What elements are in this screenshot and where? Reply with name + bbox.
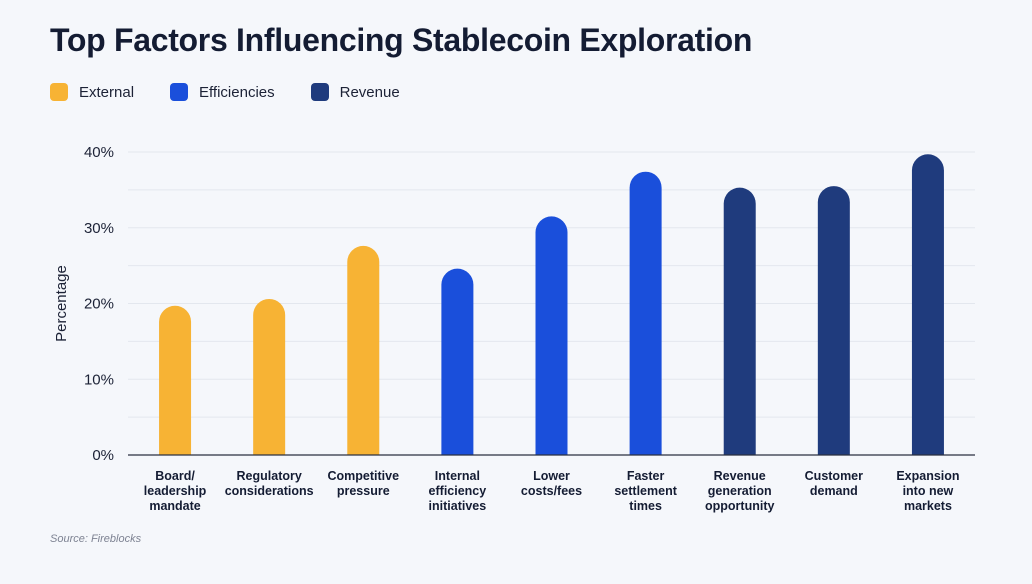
x-tick-label: Internal efficiency initiatives	[429, 469, 487, 513]
y-tick-label: 20%	[84, 296, 114, 313]
bar	[441, 268, 474, 455]
legend-item-revenue: Revenue	[310, 83, 400, 101]
bar	[629, 171, 662, 455]
bar	[911, 154, 944, 455]
bar	[535, 216, 568, 455]
x-axis-category-labels: Board/leadership mandate Regulatory conside…	[144, 469, 960, 513]
y-axis-label: Percentage	[53, 265, 70, 342]
x-tick-label: Board/leadership mandate	[144, 469, 207, 513]
bar	[723, 187, 756, 456]
bar	[253, 298, 286, 455]
bars	[159, 154, 944, 456]
legend-swatch-revenue	[310, 83, 329, 101]
x-tick-label: Faster settlement times	[614, 469, 677, 513]
legend-label-revenue: Revenue	[339, 83, 400, 101]
legend-swatch-external	[50, 83, 68, 101]
legend-swatch-efficiencies	[170, 83, 189, 101]
x-tick-label: Regulatory considerations	[225, 469, 314, 498]
legend-label-external: External	[79, 83, 135, 101]
legend-label-efficiencies: Efficiencies	[199, 83, 275, 101]
x-tick-label: Customer demand	[805, 469, 863, 498]
x-tick-label: Lower costs/fees	[521, 469, 582, 498]
x-tick-label: Expansion into new markets	[896, 469, 959, 513]
x-tick-label: Revenue generation opportunity	[705, 469, 774, 513]
x-tick-label: Competitive pressure	[328, 469, 400, 498]
chart-title: Top Factors Influencing Stablecoin Explo…	[50, 22, 753, 58]
legend-item-external: External	[50, 83, 134, 101]
bar	[817, 186, 850, 455]
bar	[347, 245, 380, 455]
y-tick-label: 0%	[92, 447, 114, 464]
y-axis-ticks: 0% 10% 20% 30% 40%	[84, 144, 114, 464]
legend-item-efficiencies: Efficiencies	[170, 83, 275, 101]
legend: External Efficiencies Revenue	[50, 83, 436, 101]
y-tick-label: 10%	[84, 371, 114, 388]
y-tick-label: 40%	[84, 144, 114, 161]
bar	[159, 305, 192, 455]
source-note: Source: Fireblocks	[50, 533, 142, 545]
y-tick-label: 30%	[84, 220, 114, 237]
